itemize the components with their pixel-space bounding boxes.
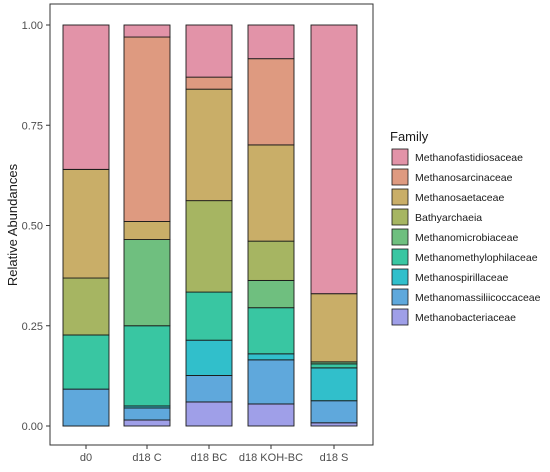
legend-swatch-methanospirillaceae bbox=[392, 269, 408, 285]
legend-label-methanobacteriaceae: Methanobacteriaceae bbox=[415, 312, 516, 324]
bar-segment-methanospirillaceae bbox=[186, 340, 232, 375]
bar-segment-methanobacteriaceae bbox=[311, 423, 357, 426]
x-tick-label: d18 KOH-BC bbox=[239, 452, 303, 464]
legend-swatch-methanobacteriaceae bbox=[392, 309, 408, 325]
bar-segment-bathyarchaeia bbox=[63, 278, 109, 335]
bar-segment-methanospirillaceae bbox=[248, 354, 294, 360]
bar-segment-methanofastidiosaceae bbox=[124, 25, 170, 37]
bar-segment-methanomassiliicoccaceae bbox=[63, 389, 109, 426]
bar-segment-methanosarcinaceae bbox=[248, 59, 294, 145]
bar-segment-methanomassiliicoccaceae bbox=[248, 360, 294, 404]
legend-label-methanospirillaceae: Methanospirillaceae bbox=[415, 272, 509, 284]
legend-label-methanomassiliicoccaceae: Methanomassiliicoccaceae bbox=[415, 292, 541, 304]
legend-label-methanofastidiosaceae: Methanofastidiosaceae bbox=[415, 152, 523, 164]
bar-segment-methanosaetaceae bbox=[124, 221, 170, 239]
bar-segment-bathyarchaeia bbox=[248, 241, 294, 280]
x-tick-label: d18 C bbox=[132, 452, 161, 464]
bar-segment-methanofastidiosaceae bbox=[63, 25, 109, 169]
legend-label-methanomethylophilaceae: Methanomethylophilaceae bbox=[415, 252, 538, 264]
bar-segment-methanosaetaceae bbox=[248, 145, 294, 241]
legend-label-methanosarcinaceae: Methanosarcinaceae bbox=[415, 172, 513, 184]
legend-label-bathyarchaeia: Bathyarchaeia bbox=[415, 212, 482, 224]
bar-segment-methanomethylophilaceae bbox=[311, 364, 357, 368]
legend-swatch-methanosaetaceae bbox=[392, 189, 408, 205]
legend-swatch-methanomassiliicoccaceae bbox=[392, 289, 408, 305]
bar-segment-methanomicrobiaceae bbox=[124, 240, 170, 326]
bar-segment-methanobacteriaceae bbox=[124, 420, 170, 426]
legend-label-methanosaetaceae: Methanosaetaceae bbox=[415, 192, 504, 204]
bar-segment-methanomassiliicoccaceae bbox=[311, 401, 357, 423]
bar-segment-methanofastidiosaceae bbox=[311, 25, 357, 294]
legend-swatch-methanosarcinaceae bbox=[392, 169, 408, 185]
legend-label-methanomicrobiaceae: Methanomicrobiaceae bbox=[415, 232, 518, 244]
bar-segment-methanomassiliicoccaceae bbox=[186, 375, 232, 401]
bar-segment-methanobacteriaceae bbox=[248, 404, 294, 426]
bar-segment-methanosarcinaceae bbox=[124, 37, 170, 221]
y-tick-label: 0.00 bbox=[22, 421, 43, 433]
legend-swatch-bathyarchaeia bbox=[392, 209, 408, 225]
x-tick-label: d18 S bbox=[320, 452, 349, 464]
bar-segment-methanomethylophilaceae bbox=[63, 335, 109, 389]
bar-segment-methanobacteriaceae bbox=[186, 402, 232, 426]
bar-segment-methanomassiliicoccaceae bbox=[124, 408, 170, 420]
legend-swatch-methanofastidiosaceae bbox=[392, 149, 408, 165]
bar-segment-methanosaetaceae bbox=[186, 89, 232, 200]
legend-swatch-methanomicrobiaceae bbox=[392, 229, 408, 245]
bar-segment-methanosarcinaceae bbox=[186, 77, 232, 89]
bar-segment-methanospirillaceae bbox=[311, 368, 357, 401]
bar-segment-methanomicrobiaceae bbox=[248, 280, 294, 307]
x-tick-label: d0 bbox=[80, 452, 92, 464]
y-tick-label: 0.50 bbox=[22, 221, 43, 233]
bar-segment-methanomethylophilaceae bbox=[186, 292, 232, 340]
y-tick-label: 0.25 bbox=[22, 321, 43, 333]
bar-segment-methanomethylophilaceae bbox=[248, 308, 294, 354]
bar-segment-methanofastidiosaceae bbox=[248, 25, 294, 59]
y-tick-label: 0.75 bbox=[22, 120, 43, 132]
bar-segment-methanofastidiosaceae bbox=[186, 25, 232, 77]
bar-segment-methanomethylophilaceae bbox=[124, 326, 170, 406]
legend-title: Family bbox=[390, 129, 429, 144]
y-axis-label: Relative Abundances bbox=[5, 163, 20, 286]
y-tick-label: 1.00 bbox=[22, 20, 43, 32]
bar-segment-methanosaetaceae bbox=[311, 294, 357, 362]
bar-segment-methanosaetaceae bbox=[63, 169, 109, 278]
legend-swatch-methanomethylophilaceae bbox=[392, 249, 408, 265]
bar-segment-bathyarchaeia bbox=[186, 201, 232, 292]
x-tick-label: d18 BC bbox=[191, 452, 228, 464]
